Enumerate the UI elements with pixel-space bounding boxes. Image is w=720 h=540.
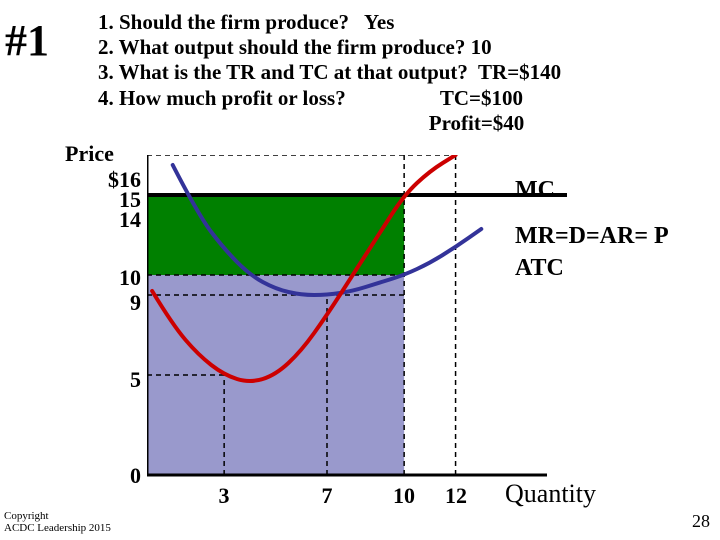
xtick-7: 7 — [322, 483, 333, 509]
xtick-3: 3 — [219, 483, 230, 509]
q3-text: 3. What is the TR and TC at that output? — [98, 60, 468, 84]
y-axis-title: Price — [65, 141, 114, 167]
q2-answer: 10 — [471, 35, 492, 59]
xtick-10: 10 — [393, 483, 415, 509]
ytick-9: 9 — [130, 290, 141, 316]
mr-label: MR=D=AR= P — [515, 223, 669, 250]
q1-answer: Yes — [364, 10, 394, 34]
plot-svg — [147, 155, 567, 495]
copyright-text: Copyright ACDC Leadership 2015 — [4, 510, 111, 534]
q3: 3. What is the TR and TC at that output?… — [98, 60, 698, 85]
ytick-0: 0 — [130, 463, 141, 489]
q4-text: 4. How much profit or loss? — [98, 86, 346, 110]
q4: 4. How much profit or loss? TC=$100 — [98, 86, 698, 111]
q1: 1. Should the firm produce? Yes — [98, 10, 698, 35]
xtick-12: 12 — [445, 483, 467, 509]
q2-text: 2. What output should the firm produce? — [98, 35, 465, 59]
atc-label: ATC — [515, 255, 564, 282]
ytick-14: 14 — [119, 207, 141, 233]
copyright: Copyright ACDC Leadership 2015 — [4, 510, 111, 534]
chart: Price $16 15 14 10 9 5 0 3 7 10 12 Quant… — [85, 145, 705, 535]
q3-answer: TR=$140 — [478, 60, 561, 84]
page-number: 28 — [692, 511, 710, 532]
ytick-10: 10 — [119, 265, 141, 291]
question-block: 1. Should the firm produce? Yes 2. What … — [98, 10, 698, 136]
q4-answer: TC=$100 — [440, 86, 523, 110]
profit-line: Profit=$40 — [98, 111, 698, 136]
ytick-5: 5 — [130, 367, 141, 393]
slide: #1 1. Should the firm produce? Yes 2. Wh… — [0, 0, 720, 540]
x-axis-title: Quantity — [505, 479, 596, 509]
mc-label: MC — [515, 177, 555, 204]
slide-number: #1 — [5, 15, 49, 66]
x-axis-labels: 3 7 10 12 — [147, 483, 567, 507]
q1-text: 1. Should the firm produce? — [98, 10, 349, 34]
q2: 2. What output should the firm produce? … — [98, 35, 698, 60]
profit-value: Profit=$40 — [429, 111, 525, 135]
